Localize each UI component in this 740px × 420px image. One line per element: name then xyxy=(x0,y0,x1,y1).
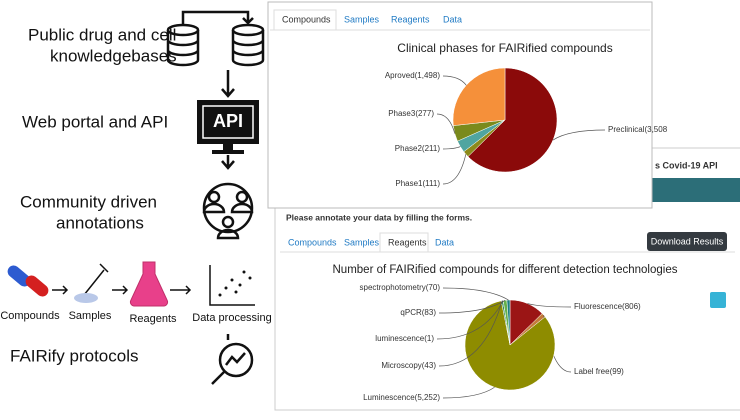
pill-icons xyxy=(7,265,49,297)
slice-label: Phase2(211) xyxy=(395,144,441,153)
magnifier-icon xyxy=(211,334,254,385)
pie-slice xyxy=(506,299,511,346)
tab[interactable]: Data xyxy=(443,14,462,24)
tab[interactable]: Samples xyxy=(344,237,380,247)
slice-label: Fluorescence(806) xyxy=(574,302,641,311)
monitor-icon xyxy=(197,100,259,144)
tab[interactable]: Data xyxy=(435,237,454,247)
sample-plate xyxy=(74,293,98,303)
step-text: Web portal and API xyxy=(22,112,168,131)
leader-line xyxy=(442,154,467,185)
step-text: Public drug and cell xyxy=(28,25,176,44)
active-tab xyxy=(379,232,429,253)
slice-label: Phase1(111) xyxy=(395,179,440,188)
download-button[interactable] xyxy=(647,232,727,251)
tab[interactable]: Samples xyxy=(344,14,380,24)
monitor-base xyxy=(212,150,244,154)
leader-line xyxy=(442,386,495,399)
step-text: FAIRify protocols xyxy=(10,346,139,365)
button-text[interactable]: Download Results xyxy=(651,236,724,246)
api-text: API xyxy=(213,111,243,131)
slice-label: Aproved(1,498) xyxy=(385,71,440,80)
pie-slice xyxy=(452,67,506,126)
active-tab xyxy=(273,9,337,31)
slice-label: Luminescence(5,252) xyxy=(363,393,440,402)
leader-line xyxy=(438,299,506,314)
leader-line xyxy=(436,300,504,340)
panel-header: s Covid-19 API xyxy=(655,160,718,170)
leader-line xyxy=(436,113,456,134)
chat-icon[interactable] xyxy=(710,292,726,308)
leader-line xyxy=(552,129,606,141)
pipeline-label: Reagents xyxy=(129,313,177,325)
slice-label: qPCR(83) xyxy=(400,308,436,317)
chart-title: Clinical phases for FAIRified compounds xyxy=(397,41,612,55)
leader-line xyxy=(442,75,467,86)
leader-line xyxy=(438,300,503,367)
slice-label: Phase3(277) xyxy=(388,109,434,118)
leader-line xyxy=(442,146,461,150)
tab[interactable]: Compounds xyxy=(282,14,331,24)
slice-label: luminescence(1) xyxy=(375,334,434,343)
flask-icon xyxy=(129,261,169,307)
tab[interactable]: Reagents xyxy=(388,237,427,247)
slice-label: Label free(99) xyxy=(574,367,624,376)
leader-line xyxy=(442,287,509,301)
tab[interactable]: Reagents xyxy=(391,14,430,24)
slice-label: spectrophotometry(70) xyxy=(360,283,441,292)
database-icon xyxy=(166,10,265,240)
monitor-screen xyxy=(202,105,254,139)
step-text: annotations xyxy=(56,213,144,232)
chart-title: Number of FAIRified compounds for differ… xyxy=(333,264,678,276)
instruction: Please annotate your data by filling the… xyxy=(286,212,472,222)
pie-slice xyxy=(467,67,558,173)
scatter-icon xyxy=(218,270,252,297)
pipeline-label: Data processing xyxy=(192,312,272,324)
leader-line xyxy=(527,303,572,308)
tab[interactable]: Compounds xyxy=(288,237,337,247)
pipeline-label: Samples xyxy=(69,310,112,322)
monitor-stand xyxy=(223,144,233,150)
slice-label: Preclinical(3,508 xyxy=(608,125,668,134)
step-text: knowledgebases xyxy=(50,46,177,65)
step-text: Community driven xyxy=(20,192,157,211)
slice-label: Microscopy(43) xyxy=(381,361,436,370)
pipeline-label: Compounds xyxy=(0,310,60,322)
